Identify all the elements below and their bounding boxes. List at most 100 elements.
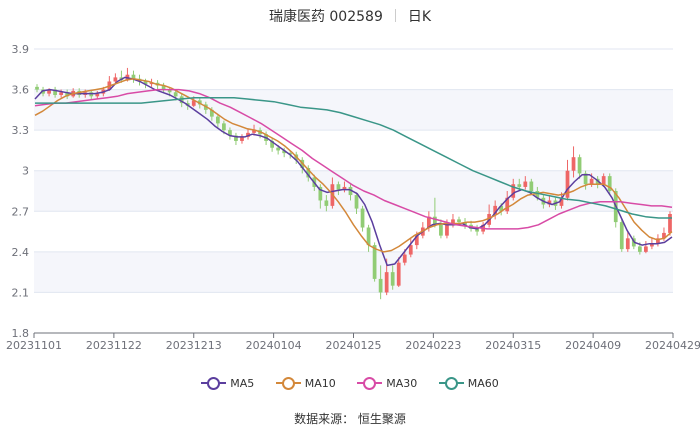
candle-body <box>179 96 184 104</box>
candle-body <box>372 245 377 279</box>
candle-body <box>457 219 461 223</box>
candle-body <box>656 238 660 244</box>
candle-body <box>53 89 57 95</box>
candle-body <box>511 184 516 198</box>
candle-body <box>360 208 365 228</box>
y-tick-label: 2.4 <box>12 246 30 259</box>
candle-body <box>668 213 672 233</box>
candle-body <box>336 184 341 190</box>
title-separator <box>394 9 396 22</box>
candle-body <box>318 186 323 201</box>
candle-body <box>384 272 389 293</box>
candle-body <box>650 243 654 247</box>
candle-body <box>173 92 178 97</box>
candle-body <box>577 157 582 174</box>
ma60-line <box>35 96 672 219</box>
candle-body <box>475 228 479 232</box>
candle-body <box>644 246 648 252</box>
candle-body <box>523 181 528 187</box>
y-tick-label: 1.8 <box>12 327 30 340</box>
grid-band <box>34 251 673 293</box>
moving-average-lines <box>34 76 673 267</box>
candle-body <box>625 238 630 250</box>
legend-item-ma5[interactable]: MA5 <box>201 376 254 390</box>
candle-body <box>662 232 666 239</box>
candle-body <box>589 178 594 185</box>
period-label: 日K <box>407 9 432 25</box>
candle-body <box>222 123 226 131</box>
candle-body <box>270 140 274 148</box>
y-tick-label: 2.1 <box>12 286 30 299</box>
x-tick-label: 20231122 <box>86 339 142 352</box>
candle-body <box>559 197 564 206</box>
x-axis: 20231101 20231122 20231213 20240104 20240125… <box>6 332 700 352</box>
x-tick-label: 20240315 <box>485 339 541 352</box>
candle-body <box>505 197 510 212</box>
ma10-line <box>34 78 673 253</box>
candle-body <box>234 135 238 141</box>
x-tick-label: 20240409 <box>565 339 621 352</box>
candle-body <box>547 200 552 205</box>
grid-bands <box>34 89 673 293</box>
candle-body <box>306 168 311 178</box>
candle-body <box>378 278 383 293</box>
candle-body <box>131 74 136 79</box>
candle-body <box>571 157 576 171</box>
candle-body <box>276 147 281 151</box>
candle-body <box>282 150 287 154</box>
legend-ma5-icon <box>201 376 227 390</box>
candle-body <box>390 272 395 286</box>
candle-body <box>517 184 522 187</box>
x-tick-label: 20231213 <box>166 339 222 352</box>
candle-body <box>149 82 154 85</box>
candle-body <box>396 262 401 286</box>
candle-body <box>451 219 455 225</box>
candle-body <box>324 200 329 206</box>
candle-body <box>342 186 347 190</box>
x-tick-label: 20231101 <box>6 339 62 352</box>
candle-body <box>143 81 148 85</box>
ma30-line <box>34 88 673 230</box>
y-axis-labels: 1.8 2.1 2.4 2.7 3 3.3 3.6 3.9 <box>12 43 30 340</box>
candle-body <box>535 191 540 198</box>
candle-body <box>167 89 172 93</box>
legend-ma30-icon <box>357 376 383 390</box>
candle-body <box>113 77 118 82</box>
candle-body <box>228 130 232 136</box>
candle-body <box>619 222 624 250</box>
y-tick-label: 2.7 <box>12 205 30 218</box>
candle-body <box>209 109 214 117</box>
legend-ma30-label: MA30 <box>386 376 418 390</box>
y-tick-label: 3 <box>22 165 29 178</box>
legend-item-ma30[interactable]: MA30 <box>357 376 417 390</box>
candle-body <box>35 86 39 90</box>
y-tick-label: 3.9 <box>12 43 30 56</box>
y-tick-label: 3.6 <box>12 84 30 97</box>
candle-body <box>215 116 220 124</box>
legend-item-ma60[interactable]: MA60 <box>438 376 499 390</box>
chart-title: 瑞康医药 002589 日K <box>0 6 700 26</box>
candle-body <box>59 92 63 95</box>
candle-body <box>41 89 45 94</box>
candle-body <box>439 224 443 236</box>
candle-body <box>246 132 250 137</box>
candle-body <box>402 254 407 263</box>
candle-body <box>433 216 437 225</box>
candle-body <box>252 130 256 133</box>
legend-ma60-icon <box>438 376 464 390</box>
candle-body <box>240 136 244 141</box>
grid-band <box>34 89 673 131</box>
candle-body <box>499 205 504 212</box>
candle-body <box>348 186 353 196</box>
candle-body <box>354 195 359 209</box>
candle-body <box>529 181 534 191</box>
legend-item-ma10[interactable]: MA10 <box>275 376 336 390</box>
candle-body <box>47 89 51 94</box>
candle-body <box>65 92 70 97</box>
legend-ma10-label: MA10 <box>304 376 336 390</box>
legend-ma60-label: MA60 <box>467 376 499 390</box>
legend-ma10-icon <box>275 376 301 390</box>
legend-ma5-label: MA5 <box>230 376 255 390</box>
x-tick-label: 20240104 <box>246 339 302 352</box>
